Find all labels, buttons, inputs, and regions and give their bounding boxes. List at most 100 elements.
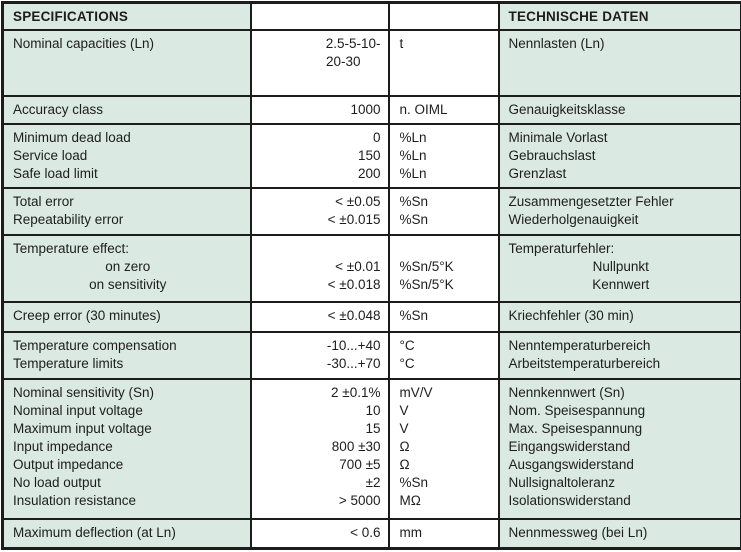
spec-line: Total error	[13, 193, 74, 209]
spec-line: Kennwert	[592, 276, 650, 292]
spec-line: 800 ±30	[331, 438, 381, 454]
spec-line: 0	[372, 129, 381, 145]
spec-line: < ±0.01	[335, 258, 381, 274]
spec-row: Minimum dead load Service load Safe load l…	[1, 122, 741, 189]
spec-cell-german: Zusammengesetzter Fehler Wiederholgenauig…	[497, 186, 741, 236]
spec-cell-value: < ±0.05 < ±0.015	[249, 186, 390, 236]
spec-line: 2 ±0.1%	[331, 384, 381, 400]
spec-line: Nennlasten (Ln)	[508, 35, 605, 51]
spec-line: %Sn	[399, 474, 429, 490]
spec-line: Output impedance	[13, 456, 124, 472]
spec-cell-unit: °C °C	[387, 330, 500, 380]
spec-cell-unit: %Sn/5°K %Sn/5°K	[387, 233, 500, 303]
header-row: SPECIFICATIONS TECHNISCHE DATEN	[1, 1, 741, 31]
spec-line: Ω	[399, 438, 410, 454]
spec-line: Nominal sensitivity (Sn)	[13, 384, 155, 400]
spec-row: Total error Repeatability error < ±0.05 < ±…	[1, 186, 741, 236]
spec-cell-unit: %Ln %Ln %Ln	[387, 122, 500, 189]
spec-cell-value: 1000	[249, 94, 390, 125]
spec-line	[400, 240, 491, 258]
spec-cell-unit: mm	[387, 517, 500, 550]
spec-line: Insulation resistance	[13, 492, 137, 508]
spec-cell-english: Temperature compensation Temperature limi…	[1, 330, 252, 380]
spec-line: < 0.6	[350, 524, 381, 540]
spec-table-body: Nominal capacities (Ln) 2.5-5-10- 20-30 t Ne…	[1, 28, 741, 550]
spec-line: Max. Speisespannung	[508, 420, 643, 436]
spec-cell-german: Genauigkeitsklasse	[497, 94, 741, 125]
spec-line: MΩ	[399, 492, 421, 508]
header-empty-unit-cell	[387, 1, 500, 31]
spec-line: Minimum dead load	[13, 129, 131, 145]
spec-cell-german: Kriechfehler (30 min)	[497, 300, 741, 333]
spec-line: mV/V	[399, 384, 433, 400]
spec-cell-german: Nennkennwert (Sn) Nom. Speisespannung Max.…	[497, 377, 741, 520]
spec-line: < ±0.048	[327, 307, 381, 323]
spec-line: 2.5-5-10-	[325, 35, 381, 51]
spec-line: Eingangswiderstand	[508, 438, 631, 454]
spec-line: Nenntemperaturbereich	[508, 337, 651, 353]
header-technische-daten: TECHNISCHE DATEN	[497, 1, 741, 31]
spec-cell-german: Nennlasten (Ln)	[497, 28, 741, 97]
spec-row: Creep error (30 minutes) < ±0.048 %Sn Kriec…	[1, 300, 741, 333]
spec-row: Temperature compensation Temperature limi…	[1, 330, 741, 380]
spec-line: 200	[357, 165, 381, 181]
spec-line: Genauigkeitsklasse	[508, 101, 626, 117]
spec-line: Nennkennwert (Sn)	[508, 384, 625, 400]
spec-line: °C	[399, 337, 415, 353]
spec-line: > 5000	[338, 492, 381, 508]
spec-line: %Ln	[399, 147, 427, 163]
spec-line: %Ln	[399, 129, 427, 145]
spec-row: Accuracy class 1000 n. OIML Genauigkeitskla…	[1, 94, 741, 125]
spec-line: V	[399, 420, 409, 436]
spec-row: Temperature effect: on zero on sensitivity…	[1, 233, 741, 303]
spec-cell-unit: n. OIML	[387, 94, 500, 125]
spec-line: Temperature compensation	[13, 337, 177, 353]
spec-line: Arbeitstemperaturbereich	[508, 355, 661, 371]
spec-line: Nominal input voltage	[13, 402, 143, 418]
spec-cell-english: Nominal sensitivity (Sn) Nominal input vo…	[1, 377, 252, 520]
spec-line: Maximum input voltage	[13, 420, 152, 436]
spec-cell-unit: mV/V V V Ω Ω %Sn MΩ	[387, 377, 500, 520]
spec-line	[261, 240, 381, 258]
spec-line: 15	[365, 420, 381, 436]
spec-line: < ±0.018	[327, 276, 381, 292]
spec-cell-english: Creep error (30 minutes)	[1, 300, 252, 333]
spec-cell-english: Temperature effect: on zero on sensitivity	[1, 233, 252, 303]
spec-line: ±2	[365, 474, 381, 490]
spec-line: Kriechfehler (30 min)	[508, 307, 634, 323]
spec-cell-german: Minimale Vorlast Gebrauchslast Grenzlast	[497, 122, 741, 189]
spec-line: %Sn	[399, 193, 429, 209]
spec-line: 20-30	[325, 53, 361, 69]
spec-line: Maximum deflection (at Ln)	[13, 524, 176, 540]
spec-cell-value: < ±0.01 < ±0.018	[249, 233, 390, 303]
spec-line: t	[399, 35, 404, 51]
spec-cell-english: Minimum dead load Service load Safe load l…	[1, 122, 252, 189]
header-empty-value-cell	[249, 1, 390, 31]
spec-line: Nullpunkt	[592, 258, 649, 274]
spec-line: Ω	[399, 456, 410, 472]
spec-cell-english: Total error Repeatability error	[1, 186, 252, 236]
spec-line: on zero	[105, 258, 151, 274]
spec-line: %Sn/5°K	[399, 276, 454, 292]
spec-cell-english: Accuracy class	[1, 94, 252, 125]
spec-line: %Ln	[399, 165, 427, 181]
spec-line: Safe load limit	[13, 165, 98, 181]
spec-line: Nominal capacities (Ln)	[13, 35, 155, 51]
spec-line: Temperature limits	[13, 355, 124, 371]
spec-line: Nom. Speisespannung	[508, 402, 646, 418]
spec-cell-value: < 0.6	[249, 517, 390, 550]
header-specifications: SPECIFICATIONS	[1, 1, 252, 31]
spec-line: Ausgangswiderstand	[508, 456, 634, 472]
spec-row: Nominal capacities (Ln) 2.5-5-10- 20-30 t Ne…	[1, 28, 741, 97]
spec-cell-unit: %Sn	[387, 300, 500, 333]
spec-line: mm	[399, 524, 423, 540]
spec-line: Input impedance	[13, 438, 113, 454]
spec-cell-german: Nennmessweg (bei Ln)	[497, 517, 741, 550]
spec-line: Repeatability error	[13, 211, 124, 227]
spec-row: Nominal sensitivity (Sn) Nominal input vo…	[1, 377, 741, 520]
spec-line: 1000	[350, 101, 381, 117]
spec-line: 700 ±5	[339, 456, 381, 472]
spec-line: °C	[399, 355, 415, 371]
spec-cell-value: -10...+40 -30...+70	[249, 330, 390, 380]
